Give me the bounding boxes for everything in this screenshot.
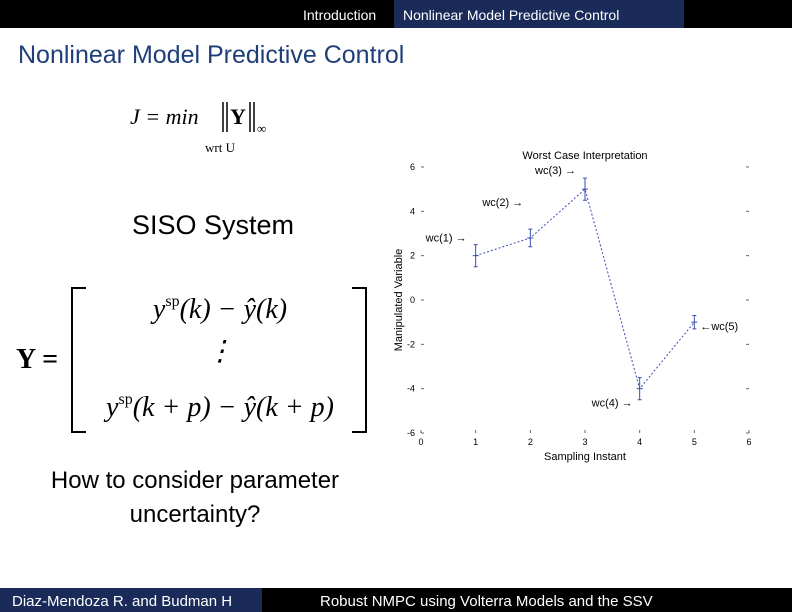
y-tick-label: 4 <box>410 206 415 216</box>
x-tick-label: 5 <box>692 437 697 447</box>
matrix-row: ⋮ <box>206 336 234 367</box>
x-tick-label: 6 <box>746 437 751 447</box>
figure-title: Worst Case Interpretation <box>522 150 647 162</box>
y-axis-label: Manipulated Variable <box>393 249 405 352</box>
annotation: wc(3) → <box>534 165 576 177</box>
y-tick-label: 6 <box>410 162 415 172</box>
y-tick-label: -6 <box>407 428 415 438</box>
matrix-lhs: Y = <box>16 344 58 375</box>
eq-norm: Y <box>230 104 246 129</box>
header-section[interactable]: Introduction <box>303 7 376 23</box>
footer-talk: Robust NMPC using Volterra Models and th… <box>320 593 653 610</box>
x-tick-label: 0 <box>418 437 423 447</box>
y-tick-label: -2 <box>407 339 415 349</box>
row-base: y <box>150 294 166 325</box>
annotation: ←wc(5) <box>700 321 738 333</box>
row-sup: sp <box>118 391 132 408</box>
x-tick-label: 1 <box>473 437 478 447</box>
header-current[interactable]: Nonlinear Model Predictive Control <box>403 7 619 23</box>
matrix-rows: ysp(k) − ŷ(k)⋮ysp(k + p) − ŷ(k + p) <box>103 293 334 423</box>
y-tick-label: 0 <box>410 295 415 305</box>
bracket <box>71 287 86 433</box>
slide-title: Nonlinear Model Predictive Control <box>18 41 404 69</box>
row-rest: ⋮ <box>206 336 234 367</box>
footer-authors: Diaz-Mendoza R. and Budman H <box>12 593 232 610</box>
x-tick-label: 3 <box>582 437 587 447</box>
annotation: wc(4) → <box>591 398 633 410</box>
header-highlight <box>394 0 684 28</box>
question: How to consider parameter <box>51 467 339 494</box>
eq-under: wrt U <box>205 140 236 155</box>
row-sup: sp <box>165 293 179 310</box>
annotation: wc(1) → <box>425 233 467 245</box>
row-rest: (k + p) − ŷ(k + p) <box>133 392 334 423</box>
eq-lhs: J = min <box>130 104 199 129</box>
y-tick-label: 2 <box>410 251 415 261</box>
annotation: wc(2) → <box>481 197 523 209</box>
figure: Worst Case Interpretation Sampling Instan… <box>393 150 752 463</box>
footer-highlight <box>0 588 262 612</box>
question: uncertainty? <box>130 501 261 528</box>
matrix-row: ysp(k) − ŷ(k) <box>150 293 287 325</box>
x-tick-label: 2 <box>528 437 533 447</box>
matrix-row: ysp(k + p) − ŷ(k + p) <box>103 391 334 423</box>
y-tick-label: -4 <box>407 384 415 394</box>
system-label: SISO System <box>132 210 294 240</box>
bracket <box>352 287 367 433</box>
x-axis-label: Sampling Instant <box>544 451 626 463</box>
x-tick-label: 4 <box>637 437 642 447</box>
row-rest: (k) − ŷ(k) <box>180 294 287 325</box>
series-line <box>475 188 695 390</box>
row-base: y <box>103 392 119 423</box>
eq-sub: ∞ <box>257 121 266 136</box>
